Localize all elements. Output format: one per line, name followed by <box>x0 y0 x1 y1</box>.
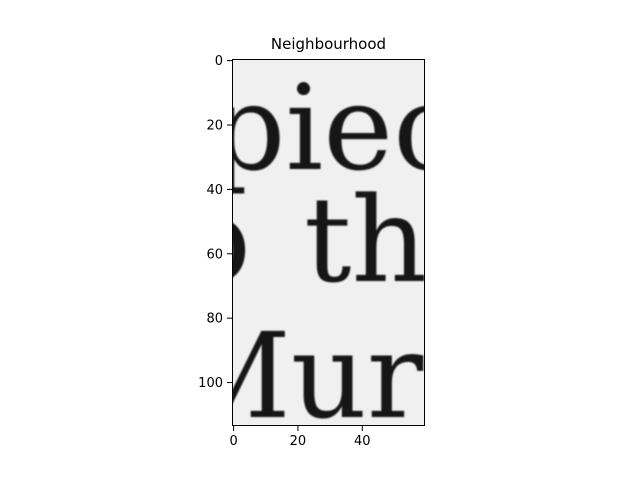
image-text-row-2: the <box>304 171 497 309</box>
image-background <box>232 59 425 426</box>
y-tick-label: 80 <box>206 312 223 327</box>
chart-title: Neighbourhood <box>271 35 386 53</box>
y-tick-label: 60 <box>206 247 223 262</box>
y-axis: 0 20 40 60 80 100 <box>198 54 232 391</box>
image-text-fragment: o <box>180 171 251 309</box>
x-tick-label: 0 <box>229 434 237 449</box>
y-tick-label: 100 <box>198 376 223 391</box>
image-text-row-1: piec <box>210 59 459 197</box>
y-tick-label: 20 <box>206 118 223 133</box>
x-tick-label: 40 <box>354 434 371 449</box>
image-text-row-3: Murr <box>170 307 480 445</box>
y-tick-label: 40 <box>206 183 223 198</box>
x-axis: 0 20 40 <box>229 426 371 449</box>
axes-frame <box>232 59 425 426</box>
x-tick-label: 20 <box>290 434 307 449</box>
y-tick-label: 0 <box>215 54 223 69</box>
